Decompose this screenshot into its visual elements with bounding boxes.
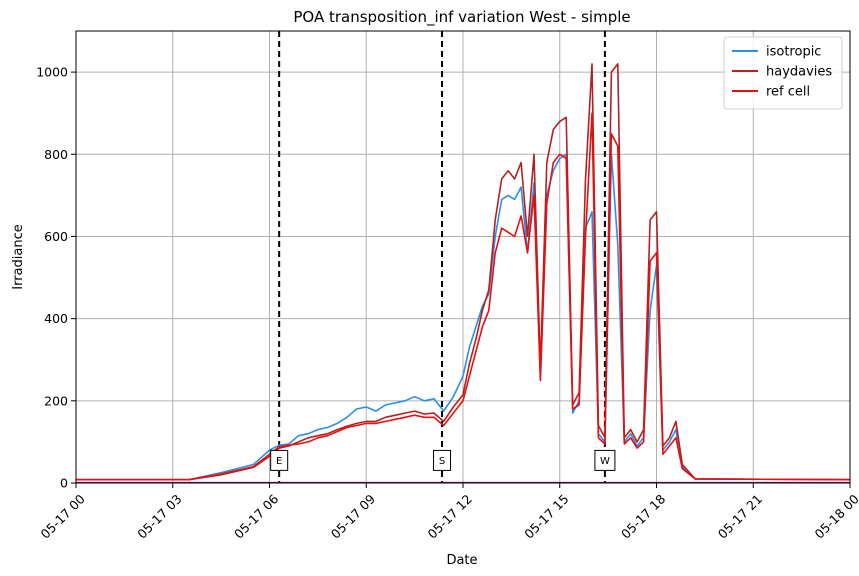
marker-box [594,449,616,471]
marker-box [270,449,289,471]
marker-label: W [600,456,610,467]
y-tick-label: 800 [44,147,68,162]
legend-label: haydavies [766,65,832,80]
vertical-markers [278,31,606,483]
y-tick-label: 200 [44,393,68,408]
marker-label: S [439,456,445,467]
chart-title: POA transposition_inf variation West - s… [293,8,630,27]
y-axis-label: Irradiance [11,224,26,289]
y-tick-label: 1000 [36,65,68,80]
series-line-ref-cell [76,112,851,481]
legend-label: ref cell [766,85,810,100]
marker-box [433,449,452,471]
legend-label: isotropic [766,45,821,60]
series-line-haydavies [76,63,851,481]
legend: isotropic haydavies ref cell [723,36,843,110]
y-axis-ticks: 0 200 400 600 800 1000 [36,65,76,491]
y-tick-label: 600 [44,229,68,244]
x-axis-label: Date [446,553,477,568]
series-line-isotropic [76,153,851,481]
y-tick-label: 400 [44,311,68,326]
marker-label: E [276,456,282,467]
y-tick-label: 0 [60,476,68,491]
